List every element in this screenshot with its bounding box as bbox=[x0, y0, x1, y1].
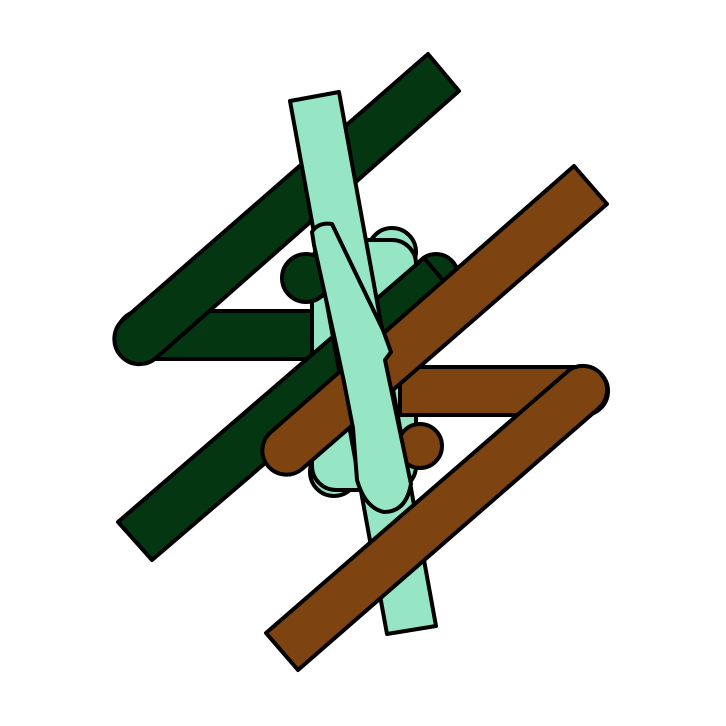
dark-green-z-shape bbox=[112, 52, 461, 367]
mint-inner-tab bbox=[310, 221, 413, 514]
brown-lower-diagonal bbox=[264, 363, 610, 672]
dark-green-upper-diagonal bbox=[112, 52, 461, 367]
